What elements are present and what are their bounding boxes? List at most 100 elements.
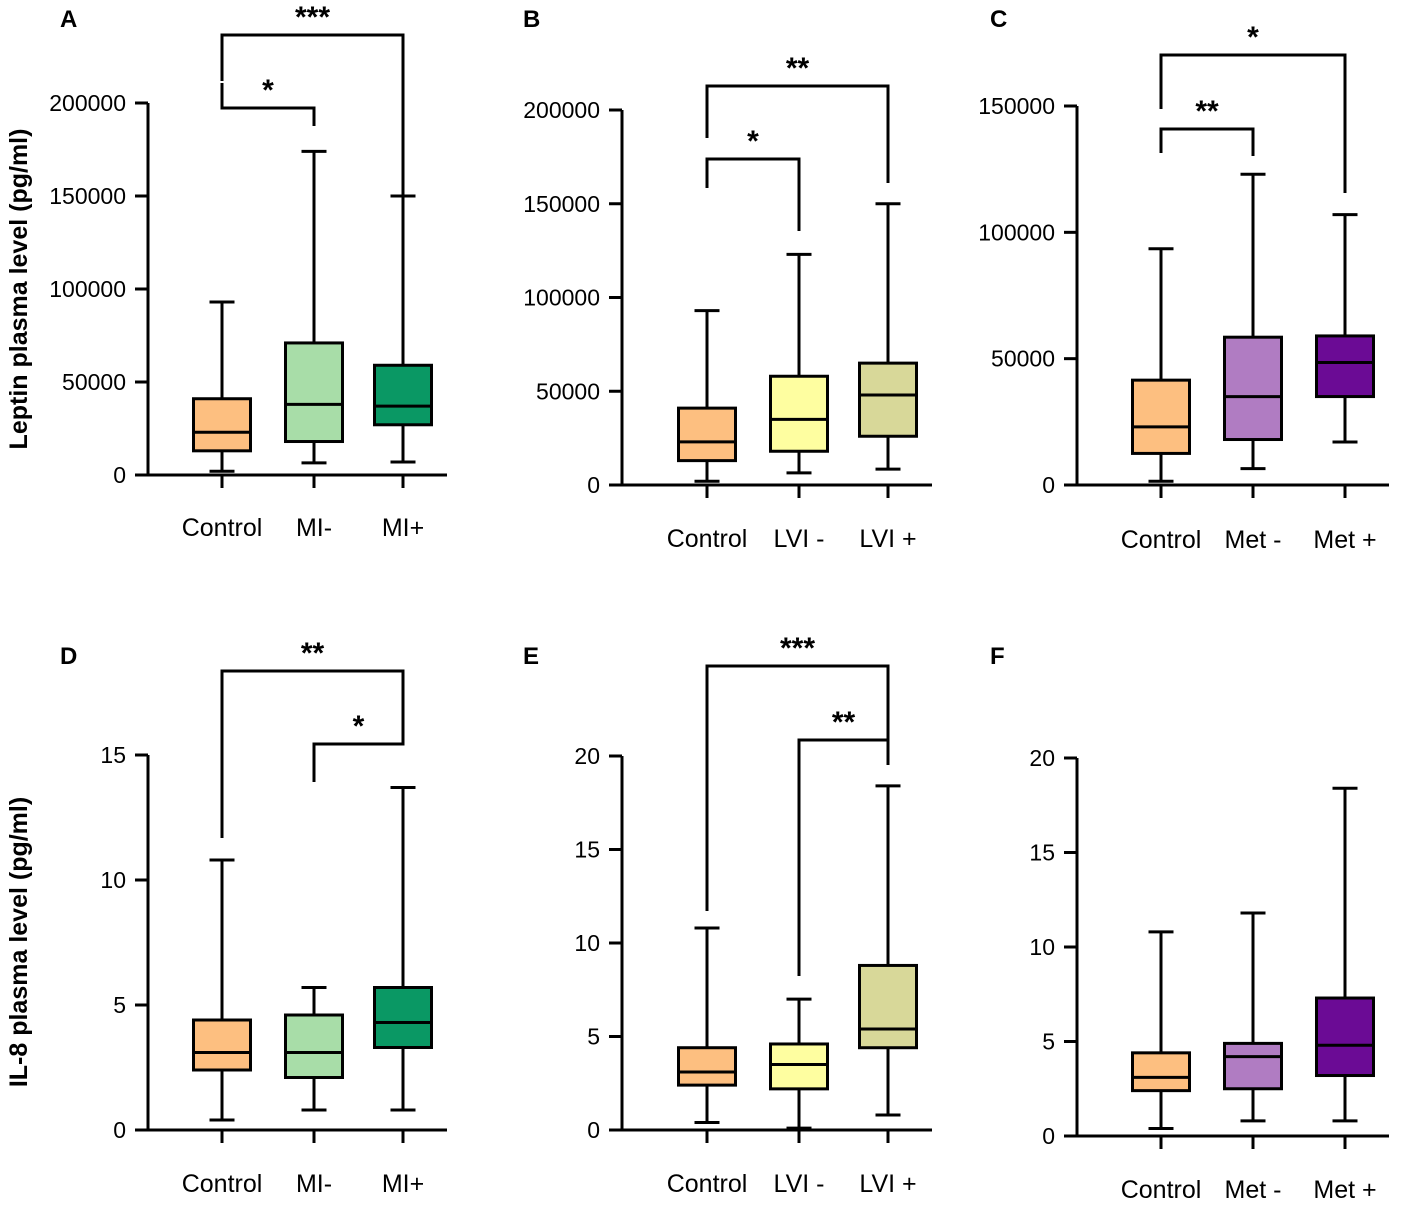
chart-panel-b: B 0 50000 100000 150000 200000 Control LVI - LVI… bbox=[523, 6, 932, 553]
box-mi bbox=[373, 986, 433, 1049]
significance-bracket bbox=[705, 664, 890, 911]
box-mi bbox=[284, 1013, 344, 1079]
x-tick-label: LVI - bbox=[774, 525, 825, 553]
significance-label: *** bbox=[295, 1, 330, 34]
box-lvi bbox=[858, 963, 918, 1050]
panel-letter: B bbox=[523, 6, 540, 33]
box-control bbox=[1131, 1051, 1191, 1093]
y-tick-label: 15 bbox=[100, 742, 126, 768]
y-tick-label: 0 bbox=[113, 462, 126, 488]
y-tick-label: 0 bbox=[587, 1117, 600, 1143]
x-tick-label: MI- bbox=[296, 1170, 332, 1198]
y-tick-label: 5 bbox=[113, 992, 126, 1018]
x-tick-label: LVI + bbox=[859, 525, 916, 553]
significance-bracket bbox=[312, 722, 405, 782]
y-tick-label: 20 bbox=[1029, 745, 1055, 771]
significance-bracket bbox=[220, 33, 405, 196]
significance-label: ** bbox=[832, 706, 856, 739]
y-tick-label: 0 bbox=[587, 472, 600, 498]
y-axis-title-bottom: IL-8 plasma level (pg/ml) bbox=[5, 797, 33, 1087]
significance-label: *** bbox=[780, 632, 815, 665]
box-control bbox=[1131, 378, 1191, 455]
significance-label: * bbox=[747, 125, 759, 158]
panel-letter: A bbox=[60, 6, 77, 33]
box-mi bbox=[284, 341, 344, 444]
significance-bracket bbox=[1159, 53, 1347, 193]
y-tick-label: 150000 bbox=[49, 183, 126, 209]
x-tick-label: Met - bbox=[1225, 1176, 1282, 1204]
box-met bbox=[1223, 335, 1283, 442]
box-met bbox=[1315, 334, 1375, 399]
x-tick-label: Control bbox=[667, 1170, 748, 1198]
panel-letter: F bbox=[990, 643, 1005, 670]
y-tick-label: 20 bbox=[574, 743, 600, 769]
significance-bracket bbox=[797, 738, 890, 976]
x-tick-label: Control bbox=[182, 514, 263, 542]
x-tick-label: MI+ bbox=[382, 514, 424, 542]
box-control bbox=[192, 1018, 252, 1072]
significance-bracket bbox=[220, 669, 405, 838]
y-tick-label: 200000 bbox=[523, 97, 600, 123]
significance-label: ** bbox=[1195, 95, 1219, 128]
significance-label: * bbox=[1247, 21, 1259, 54]
x-tick-label: Control bbox=[1121, 1176, 1202, 1204]
box-lvi bbox=[858, 361, 918, 438]
panel-letter: E bbox=[523, 643, 539, 670]
y-tick-label: 100000 bbox=[523, 285, 600, 311]
box-met bbox=[1315, 996, 1375, 1078]
y-tick-label: 100000 bbox=[978, 219, 1055, 245]
box-met bbox=[1223, 1041, 1283, 1091]
y-tick-label: 10 bbox=[1029, 934, 1055, 960]
y-tick-label: 150000 bbox=[523, 191, 600, 217]
y-tick-label: 15 bbox=[574, 837, 600, 863]
y-tick-label: 200000 bbox=[49, 90, 126, 116]
box-mi bbox=[373, 363, 433, 427]
significance-bracket bbox=[705, 84, 890, 183]
x-tick-label: Met + bbox=[1313, 1176, 1376, 1204]
y-tick-label: 0 bbox=[1042, 1123, 1055, 1149]
y-tick-label: 0 bbox=[113, 1117, 126, 1143]
y-tick-label: 50000 bbox=[991, 346, 1055, 372]
y-tick-label: 150000 bbox=[978, 93, 1055, 119]
y-tick-label: 50000 bbox=[62, 369, 126, 395]
significance-bracket bbox=[1159, 127, 1255, 156]
y-tick-label: 0 bbox=[1042, 472, 1055, 498]
x-tick-label: MI+ bbox=[382, 1170, 424, 1198]
significance-bracket bbox=[220, 83, 316, 126]
box-control bbox=[677, 406, 737, 463]
x-tick-label: Control bbox=[667, 525, 748, 553]
y-tick-label: 50000 bbox=[536, 378, 600, 404]
y-tick-label: 100000 bbox=[49, 276, 126, 302]
x-tick-label: Control bbox=[182, 1170, 263, 1198]
box-control bbox=[192, 397, 252, 453]
significance-label: * bbox=[262, 74, 274, 107]
y-tick-label: 5 bbox=[1042, 1029, 1055, 1055]
x-tick-label: Met + bbox=[1313, 526, 1376, 554]
y-tick-label: 15 bbox=[1029, 840, 1055, 866]
significance-label: ** bbox=[786, 52, 810, 85]
significance-bracket bbox=[705, 157, 801, 231]
x-tick-label: LVI - bbox=[774, 1170, 825, 1198]
y-tick-label: 10 bbox=[100, 867, 126, 893]
box-lvi bbox=[769, 374, 829, 453]
panel-letter: D bbox=[60, 643, 77, 670]
panel-letter: C bbox=[990, 6, 1007, 33]
x-tick-label: Met - bbox=[1225, 526, 1282, 554]
significance-label: * bbox=[353, 710, 365, 743]
x-tick-label: Control bbox=[1121, 526, 1202, 554]
box-lvi bbox=[769, 1042, 829, 1091]
y-tick-label: 10 bbox=[574, 930, 600, 956]
x-tick-label: MI- bbox=[296, 514, 332, 542]
y-tick-label: 5 bbox=[587, 1024, 600, 1050]
significance-label: ** bbox=[301, 637, 325, 670]
y-axis-title-top: Leptin plasma level (pg/ml) bbox=[5, 129, 33, 450]
box-control bbox=[677, 1046, 737, 1087]
chart-panel-f: F 0 5 10 15 20 Control Met - Met + bbox=[990, 643, 1389, 1204]
x-tick-label: LVI + bbox=[859, 1170, 916, 1198]
